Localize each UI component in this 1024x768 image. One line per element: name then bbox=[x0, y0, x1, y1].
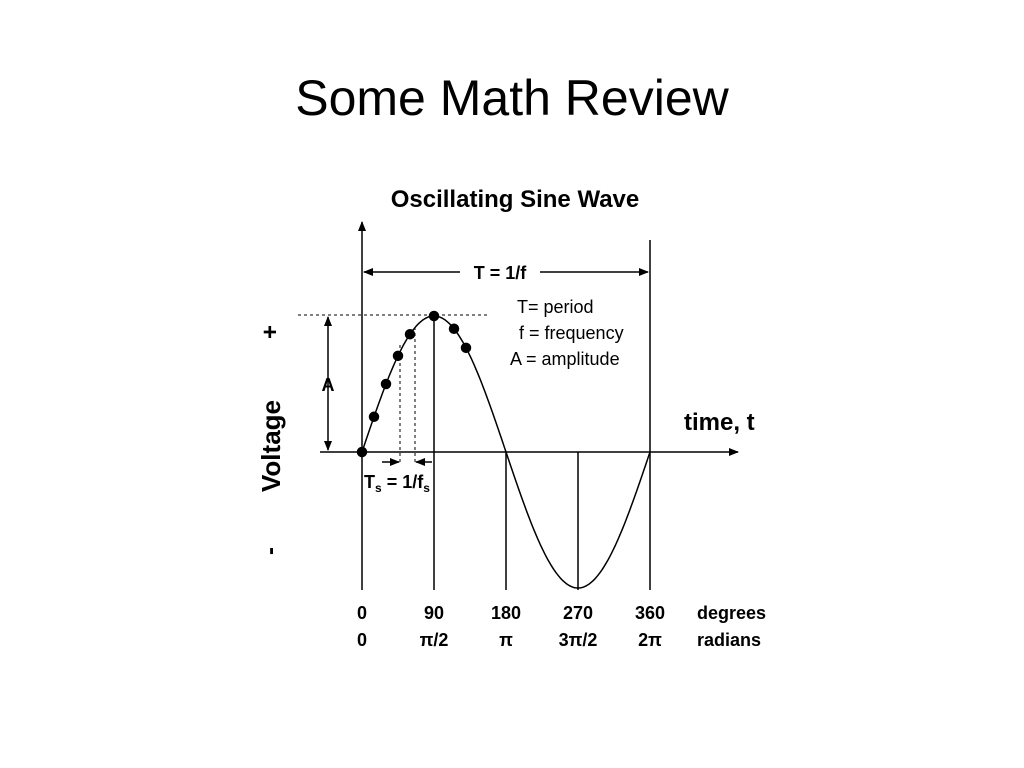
sampling-sub: s bbox=[423, 481, 430, 495]
radian-label: 2π bbox=[638, 630, 662, 650]
sample-dot bbox=[356, 446, 368, 458]
x-axis-label: time, t bbox=[684, 409, 755, 436]
sample-dot bbox=[460, 342, 472, 354]
sine-diagram bbox=[298, 221, 739, 590]
y-minus: - bbox=[257, 547, 284, 555]
legend-item: A = amplitude bbox=[510, 349, 620, 369]
degree-label: 90 bbox=[424, 603, 444, 623]
degree-label: 0 bbox=[357, 603, 367, 623]
sampling-part: T bbox=[364, 472, 375, 492]
sampling-label: Ts = 1/fs bbox=[364, 472, 430, 495]
degree-label: 180 bbox=[491, 603, 521, 623]
sample-dot bbox=[392, 350, 404, 362]
degree-label: 270 bbox=[563, 603, 593, 623]
sample-dot bbox=[380, 378, 392, 390]
radians-unit: radians bbox=[697, 630, 761, 650]
period-label: T = 1/f bbox=[474, 263, 528, 283]
amplitude-label: A bbox=[322, 375, 335, 395]
y-plus: + bbox=[257, 325, 284, 339]
legend-item: f = frequency bbox=[519, 323, 624, 343]
sample-dot bbox=[368, 411, 380, 423]
sample-dot bbox=[448, 323, 460, 334]
slide-title: Some Math Review bbox=[295, 70, 729, 126]
radian-label: 0 bbox=[357, 630, 367, 650]
radian-label: π/2 bbox=[420, 630, 449, 650]
sampling-sub: s bbox=[375, 481, 382, 495]
degree-label: 360 bbox=[635, 603, 665, 623]
radian-label: π bbox=[499, 630, 513, 650]
sampling-part: = 1/f bbox=[382, 472, 425, 492]
sample-dot bbox=[428, 310, 440, 322]
y-axis-label: Voltage bbox=[256, 400, 286, 492]
sample-dot bbox=[404, 328, 416, 340]
radian-label: 3π/2 bbox=[559, 630, 598, 650]
diagram-title: Oscillating Sine Wave bbox=[391, 186, 640, 213]
legend-item: T= period bbox=[517, 297, 594, 317]
degrees-unit: degrees bbox=[697, 603, 766, 623]
